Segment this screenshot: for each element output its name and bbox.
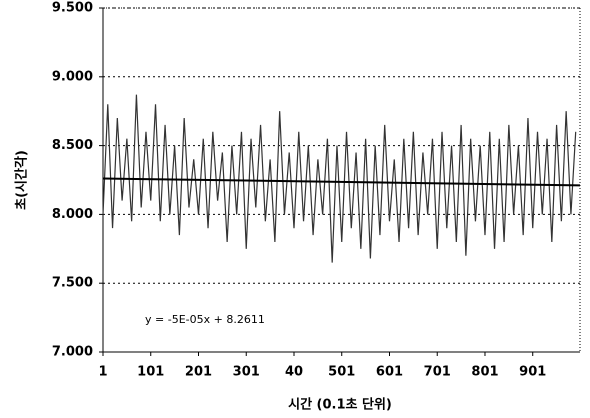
x-tick-label: 601	[376, 365, 403, 380]
x-tick-label: 301	[233, 365, 260, 380]
x-tick-label: 1	[98, 365, 107, 380]
trend-equation: y = -5E-05x + 8.2611	[145, 313, 265, 326]
y-tick-label: 8.000	[52, 207, 93, 222]
x-tick-label: 201	[185, 365, 212, 380]
y-tick-label: 9.500	[52, 1, 93, 16]
x-axis-label: 시간 (0.1초 단위)	[288, 397, 392, 413]
y-tick-label: 7.500	[52, 276, 93, 291]
x-tick-label: 501	[328, 365, 355, 380]
y-tick-label: 7.000	[52, 345, 93, 360]
y-tick-label: 8.500	[52, 138, 93, 153]
x-tick-label: 901	[519, 365, 546, 380]
x-tick-label: 701	[424, 365, 451, 380]
y-tick-label: 9.000	[52, 69, 93, 84]
data-line	[102, 94, 577, 263]
x-tick-label: 40	[285, 365, 303, 380]
x-tick-label: 801	[471, 365, 498, 380]
y-axis-label: 초(시간각)	[14, 150, 30, 210]
x-tick-label: 101	[137, 365, 164, 380]
trend-line	[102, 177, 581, 187]
